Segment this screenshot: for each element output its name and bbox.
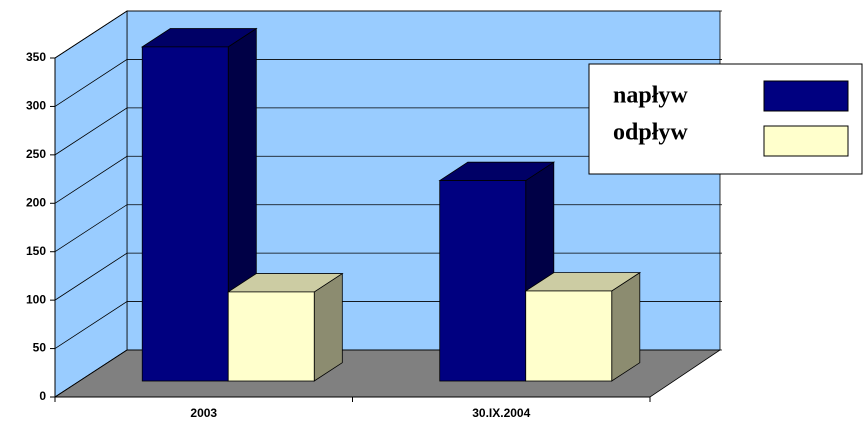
- legend-swatch: [763, 125, 849, 157]
- grid-line: [54, 10, 722, 59]
- y-tick-label: 250: [26, 147, 46, 161]
- y-tick-label: 300: [26, 99, 46, 113]
- bar: [226, 272, 344, 382]
- grid-line: [54, 155, 722, 204]
- bar-side: [313, 272, 343, 382]
- bar-front: [439, 180, 527, 382]
- grid-line: [54, 59, 722, 107]
- grid-line: [54, 107, 722, 156]
- bar-side: [611, 271, 641, 382]
- bar-front: [525, 290, 613, 382]
- y-tick-label: 50: [33, 341, 47, 355]
- legend-swatch: [763, 80, 849, 112]
- side-wall: [54, 10, 128, 398]
- y-tick-label: 350: [26, 50, 46, 64]
- y-tick-label: 0: [39, 389, 46, 403]
- bar: [524, 271, 642, 382]
- y-tick-label: 150: [26, 244, 46, 258]
- legend-label: napływ: [613, 83, 688, 109]
- legend-label: odpływ: [613, 120, 688, 146]
- x-tick-label: 2003: [190, 406, 217, 420]
- bar-front: [227, 291, 315, 382]
- x-tick-label: 30.IX.2004: [472, 406, 530, 420]
- y-tick-label: 100: [26, 292, 46, 306]
- y-tick-label: 200: [26, 195, 46, 209]
- bar-front: [141, 46, 229, 382]
